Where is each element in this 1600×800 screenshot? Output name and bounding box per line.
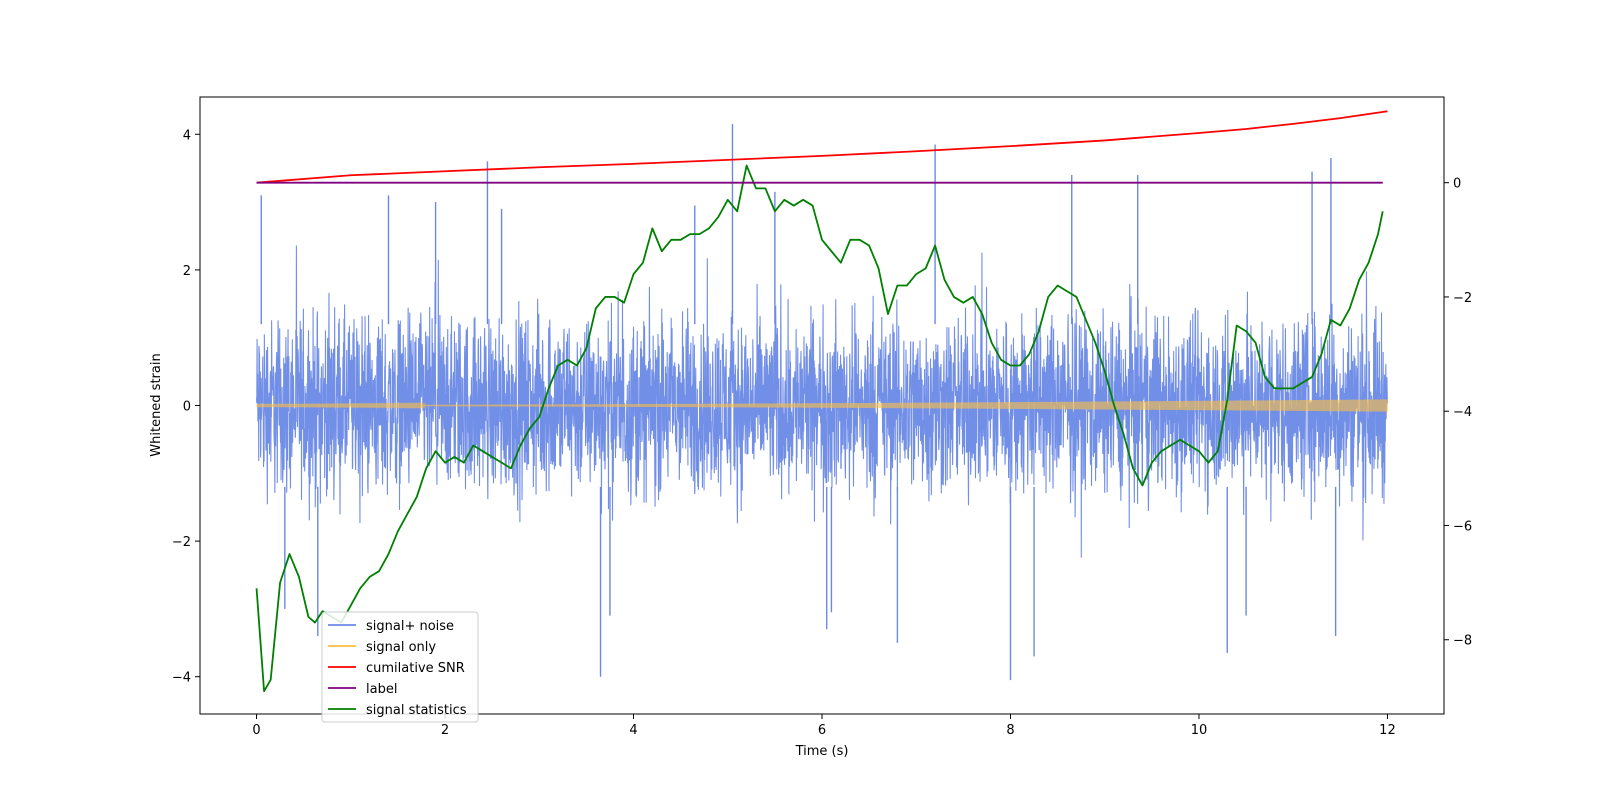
y2-tick-label: 0	[1453, 177, 1461, 192]
y-tick-label: 2	[183, 264, 191, 279]
y-tick-label: −4	[172, 671, 191, 686]
y-axis-label: Whitened strain	[149, 353, 164, 456]
x-tick-label: 2	[441, 723, 449, 738]
x-tick-label: 12	[1379, 723, 1396, 738]
series-signal-noise	[256, 124, 1388, 681]
x-tick-label: 8	[1006, 723, 1014, 738]
series-signal-only	[255, 399, 1389, 412]
y2-tick-label: −2	[1453, 291, 1472, 306]
legend-entry-label: signal statistics	[366, 703, 467, 718]
legend-entry-label: signal+ noise	[366, 619, 454, 634]
y-tick-label: −2	[172, 535, 191, 550]
legend-entry-label: signal only	[366, 640, 436, 655]
series-line-signal-statistics	[255, 164, 1384, 693]
legend-entry-label: cumilative SNR	[366, 661, 465, 676]
plot-area	[255, 110, 1389, 693]
y-axis-left: −4 −2 0 2 4	[172, 128, 200, 686]
series-right-axis	[255, 110, 1388, 693]
y-tick-label: 4	[183, 128, 191, 143]
y-tick-label: 0	[183, 400, 191, 415]
x-tick-label: 4	[629, 723, 637, 738]
legend: signal+ noise signal only cumilative SNR la…	[321, 611, 479, 723]
legend-entry-label: label	[366, 682, 397, 697]
y2-tick-label: −6	[1453, 519, 1472, 534]
y2-tick-label: −4	[1453, 405, 1472, 420]
x-tick-label: 10	[1191, 723, 1208, 738]
x-tick-label: 0	[252, 723, 260, 738]
signal-noise-line	[256, 245, 1388, 558]
x-axis-label: Time (s)	[795, 744, 849, 759]
signal-only-line	[255, 399, 1389, 412]
x-tick-label: 6	[818, 723, 826, 738]
legend-box	[321, 611, 479, 723]
y2-tick-label: −8	[1453, 634, 1472, 649]
y-axis-right: −8 −6 −4 −2 0	[1444, 177, 1472, 649]
series-line-cumilative-snr	[256, 110, 1388, 184]
x-axis: 0 2 4 6 8 10 12	[252, 714, 1396, 738]
